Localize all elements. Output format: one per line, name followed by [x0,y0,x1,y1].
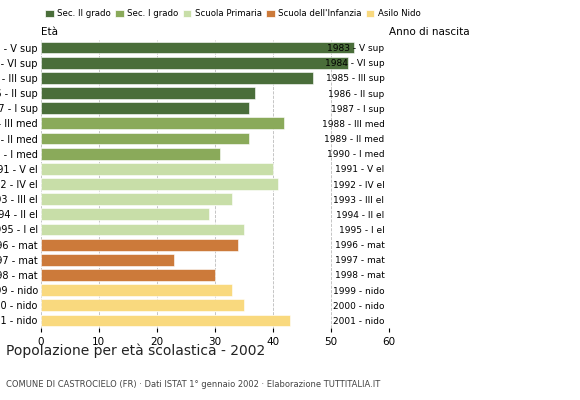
Bar [41,239,238,250]
Bar [41,269,215,281]
Bar [41,299,244,311]
Bar [41,314,290,326]
Bar [41,42,354,54]
Bar [41,133,249,144]
Bar [41,284,232,296]
Bar [41,118,284,129]
Bar [41,224,244,235]
Bar [41,102,249,114]
Bar [41,72,313,84]
Text: COMUNE DI CASTROCIELO (FR) · Dati ISTAT 1° gennaio 2002 · Elaborazione TUTTITALI: COMUNE DI CASTROCIELO (FR) · Dati ISTAT … [6,380,380,389]
Text: Popolazione per età scolastica - 2002: Popolazione per età scolastica - 2002 [6,344,265,358]
Bar [41,193,232,205]
Bar [41,148,220,160]
Bar [41,178,278,190]
Text: Anno di nascita: Anno di nascita [389,27,469,37]
Bar [41,254,174,266]
Bar [41,57,348,69]
Legend: Sec. II grado, Sec. I grado, Scuola Primaria, Scuola dell'Infanzia, Asilo Nido: Sec. II grado, Sec. I grado, Scuola Prim… [45,10,420,18]
Bar [41,208,209,220]
Bar [41,163,273,175]
Bar [41,87,255,99]
Text: Età: Età [41,27,57,37]
